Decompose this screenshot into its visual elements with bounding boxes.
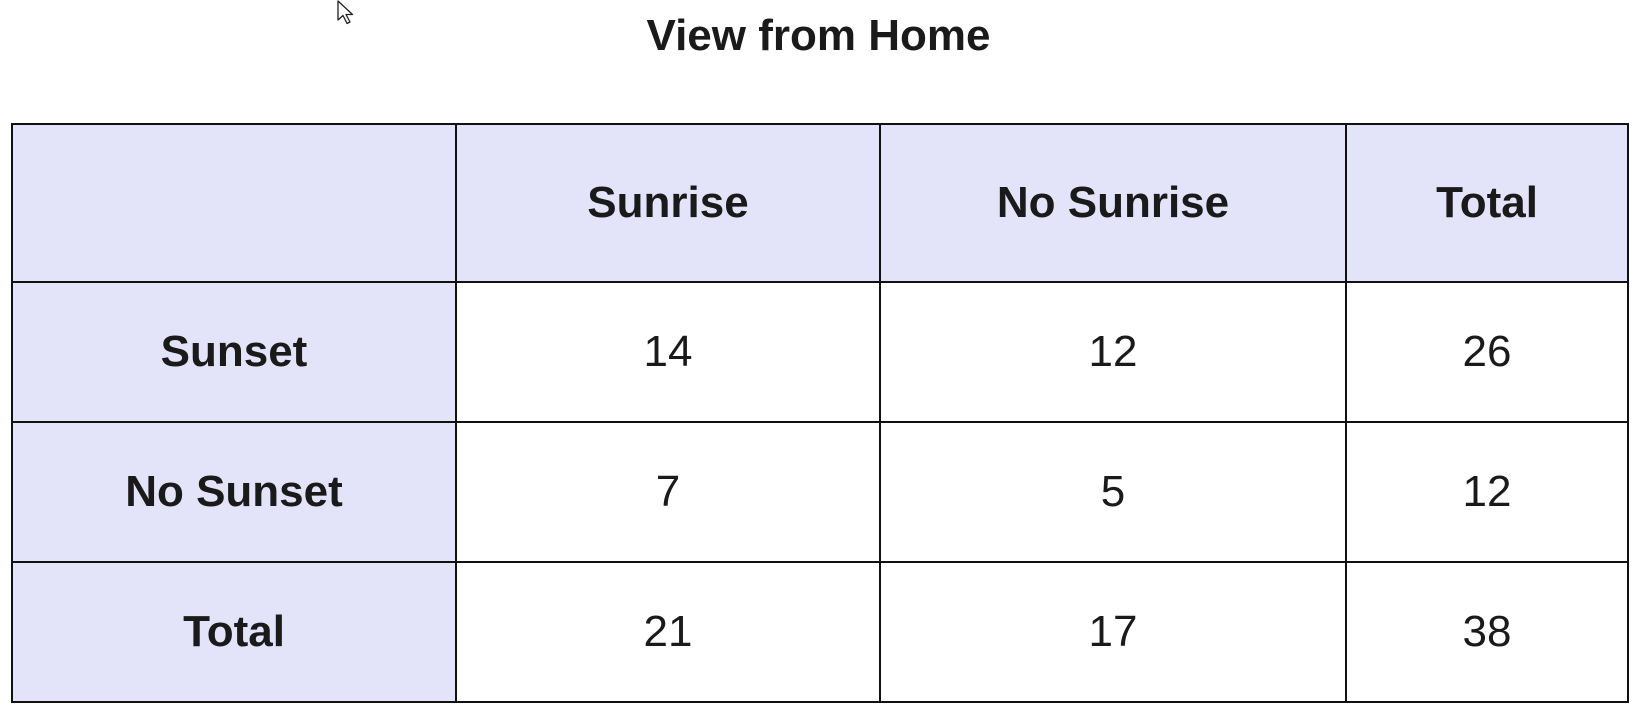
table-cell: 17 xyxy=(879,561,1347,703)
table-cell: 12 xyxy=(879,281,1347,423)
table-cell: 14 xyxy=(455,281,881,423)
column-header: No Sunrise xyxy=(879,123,1347,283)
table-row: No Sunset 7 5 12 xyxy=(11,421,1629,563)
contingency-table: Sunrise No Sunrise Total Sunset 14 12 26… xyxy=(11,123,1629,703)
table-row: Sunset 14 12 26 xyxy=(11,281,1629,423)
table-row: Total 21 17 38 xyxy=(11,561,1629,703)
row-header: Total xyxy=(11,561,457,703)
table-header-row: Sunrise No Sunrise Total xyxy=(11,123,1629,283)
page-title: View from Home xyxy=(646,11,991,60)
table-cell: 7 xyxy=(455,421,881,563)
corner-cell xyxy=(11,123,457,283)
table-cell: 38 xyxy=(1345,561,1629,703)
table-cell: 26 xyxy=(1345,281,1629,423)
table-cell: 12 xyxy=(1345,421,1629,563)
table-cell: 5 xyxy=(879,421,1347,563)
row-header: No Sunset xyxy=(11,421,457,563)
column-header: Sunrise xyxy=(455,123,881,283)
column-header: Total xyxy=(1345,123,1629,283)
table-cell: 21 xyxy=(455,561,881,703)
mouse-pointer-icon xyxy=(337,0,354,25)
row-header: Sunset xyxy=(11,281,457,423)
